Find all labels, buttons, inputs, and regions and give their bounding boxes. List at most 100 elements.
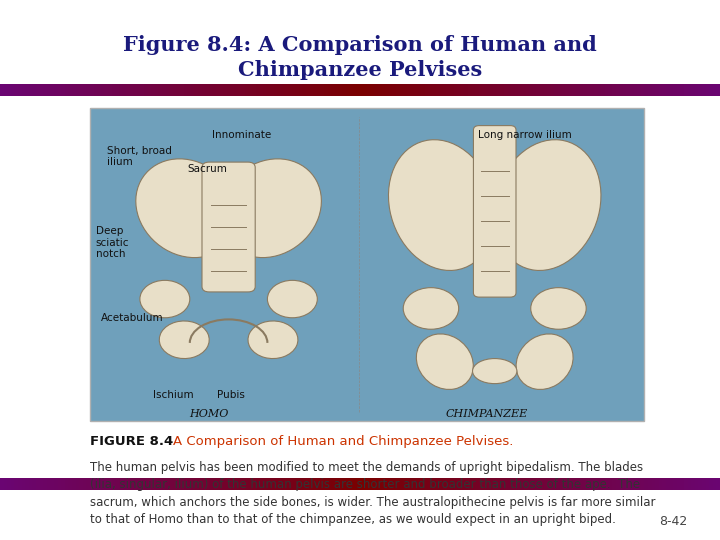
Bar — [677, 84, 680, 96]
Bar — [148, 84, 151, 96]
Bar — [180, 478, 184, 490]
Bar — [371, 478, 374, 490]
Bar — [479, 84, 482, 96]
Bar — [32, 84, 36, 96]
Bar — [392, 478, 396, 490]
Bar — [364, 478, 367, 490]
Bar — [526, 84, 529, 96]
Bar — [587, 84, 590, 96]
Bar — [90, 478, 94, 490]
Bar — [626, 84, 630, 96]
Bar — [706, 478, 709, 490]
Bar — [590, 84, 594, 96]
Bar — [382, 478, 385, 490]
Bar — [216, 478, 220, 490]
Circle shape — [531, 288, 586, 329]
Text: 8-42: 8-42 — [660, 515, 688, 528]
Bar — [677, 478, 680, 490]
Bar — [637, 84, 641, 96]
Text: Ischium: Ischium — [153, 390, 194, 400]
Bar — [342, 84, 346, 96]
Bar — [403, 478, 407, 490]
Bar — [83, 478, 86, 490]
Bar — [360, 478, 364, 490]
Bar — [18, 478, 22, 490]
Bar — [385, 84, 389, 96]
Bar — [22, 84, 25, 96]
Bar — [439, 478, 443, 490]
Bar — [547, 84, 551, 96]
Bar — [230, 84, 234, 96]
Bar — [641, 84, 644, 96]
Bar — [659, 84, 662, 96]
Bar — [144, 478, 148, 490]
Bar — [713, 84, 716, 96]
Ellipse shape — [248, 321, 298, 359]
Bar — [608, 84, 612, 96]
Bar — [328, 84, 331, 96]
Bar — [497, 84, 500, 96]
Bar — [436, 478, 439, 490]
Bar — [547, 478, 551, 490]
Bar — [558, 478, 562, 490]
Bar — [328, 478, 331, 490]
Bar — [522, 478, 526, 490]
Bar — [450, 478, 454, 490]
Bar — [104, 478, 108, 490]
Bar — [637, 478, 641, 490]
Bar — [626, 478, 630, 490]
Bar — [410, 478, 414, 490]
Bar — [140, 84, 144, 96]
Bar — [252, 84, 256, 96]
Bar — [630, 478, 634, 490]
Bar — [115, 84, 119, 96]
Bar — [122, 478, 126, 490]
Bar — [698, 478, 702, 490]
Bar — [691, 84, 695, 96]
Bar — [61, 84, 65, 96]
Bar — [612, 478, 616, 490]
Bar — [688, 84, 691, 96]
Bar — [605, 478, 608, 490]
Bar — [382, 84, 385, 96]
Bar — [450, 84, 454, 96]
Bar — [50, 478, 54, 490]
Bar — [130, 478, 133, 490]
Bar — [313, 84, 317, 96]
Bar — [680, 84, 684, 96]
Bar — [94, 84, 97, 96]
Bar — [306, 84, 310, 96]
Bar — [407, 84, 410, 96]
Bar — [486, 84, 490, 96]
Bar — [198, 478, 202, 490]
Bar — [310, 478, 313, 490]
Bar — [562, 84, 565, 96]
Bar — [101, 84, 104, 96]
Text: A Comparison of Human and Chimpanzee Pelvises.: A Comparison of Human and Chimpanzee Pel… — [173, 435, 513, 448]
Bar — [25, 478, 29, 490]
Bar — [205, 84, 209, 96]
Bar — [284, 478, 288, 490]
Bar — [644, 84, 648, 96]
Text: Pubis: Pubis — [217, 390, 246, 400]
Bar — [324, 84, 328, 96]
Bar — [284, 84, 288, 96]
Bar — [576, 478, 580, 490]
Bar — [259, 478, 263, 490]
Bar — [659, 478, 662, 490]
Bar — [79, 84, 83, 96]
Bar — [281, 478, 284, 490]
Bar — [7, 84, 11, 96]
Bar — [256, 478, 259, 490]
Bar — [11, 478, 14, 490]
Circle shape — [140, 280, 190, 318]
Bar — [40, 84, 43, 96]
Bar — [155, 478, 158, 490]
Bar — [346, 478, 349, 490]
Bar — [652, 478, 655, 490]
Bar — [698, 84, 702, 96]
Bar — [302, 478, 306, 490]
Bar — [191, 84, 194, 96]
Bar — [281, 84, 284, 96]
Bar — [140, 478, 144, 490]
